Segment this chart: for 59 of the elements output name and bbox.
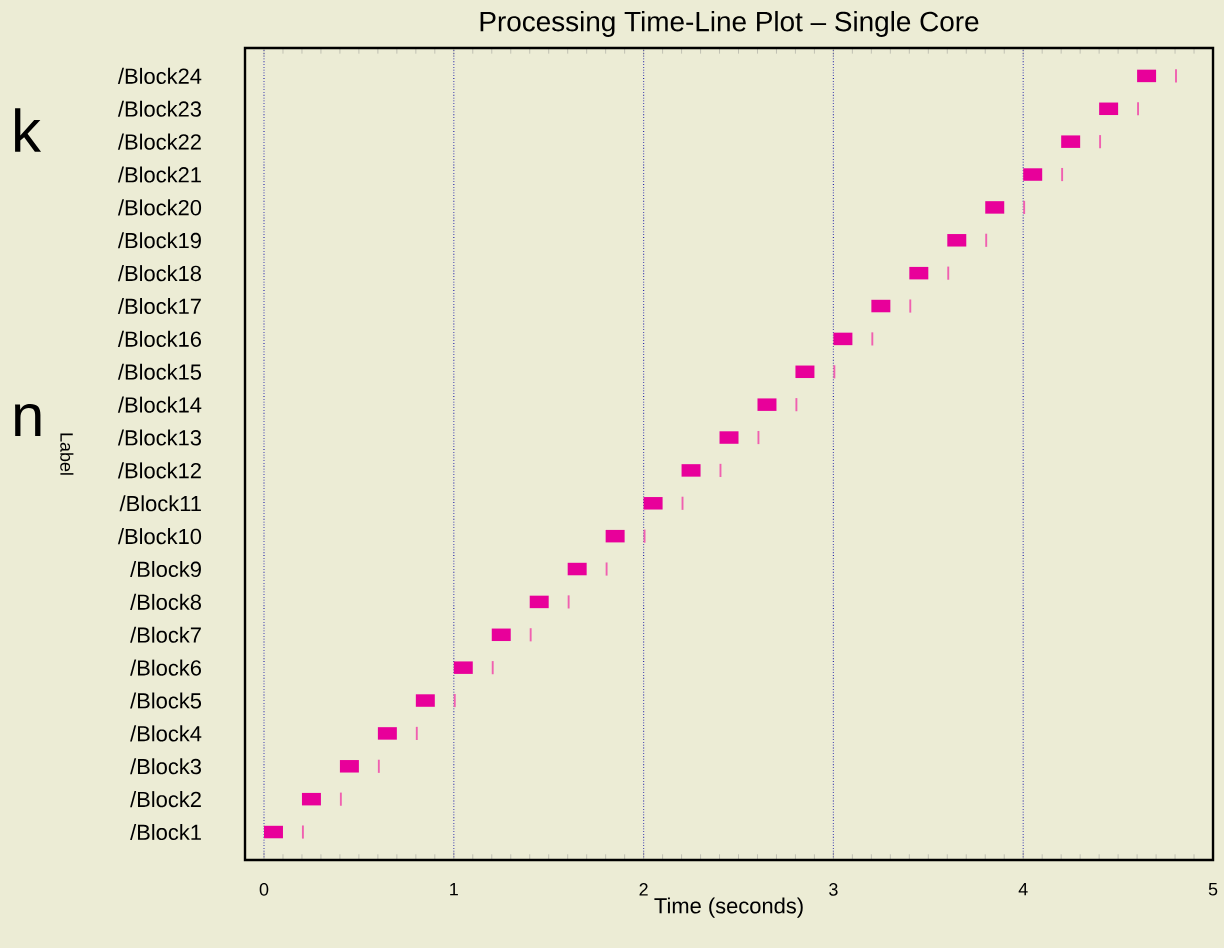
bar	[1061, 135, 1081, 148]
y-tick-label: /Block12	[117, 462, 201, 479]
text: k	[15, 108, 42, 152]
y-tick-label: /Block5	[130, 692, 202, 709]
y-tick-label: /Block6	[130, 659, 201, 676]
y-tick-label: /Block14	[117, 396, 202, 413]
y-tick-label: /Block4	[130, 725, 202, 742]
bar	[567, 562, 587, 576]
x-tick-label: 2	[639, 883, 648, 896]
text: n	[15, 403, 41, 437]
bar	[681, 464, 701, 477]
y-tick-label: /Block8	[130, 593, 201, 610]
bar	[453, 661, 473, 674]
bar	[833, 332, 853, 346]
y-tick-label: /Block17	[117, 298, 201, 315]
bar	[263, 825, 283, 839]
y-tick-label: /Block19	[117, 232, 201, 249]
bar	[643, 497, 663, 510]
y-tick-label: /Block2	[130, 791, 201, 808]
x-axis-title: Time (seconds)	[654, 897, 803, 918]
y-tick-label: /Block22	[117, 133, 201, 150]
y-tick-label: /Block3	[130, 758, 201, 775]
bar	[985, 201, 1005, 214]
bar	[795, 365, 815, 379]
y-axis-title: Label	[60, 433, 74, 475]
x-tick-label: 5	[1208, 883, 1218, 896]
y-tick-label: /Block13	[117, 429, 201, 446]
bar	[1023, 168, 1043, 181]
bar	[871, 299, 891, 313]
y-tick-label: /Block18	[117, 265, 201, 282]
x-tick-label: 1	[450, 883, 458, 896]
x-tick-label: 3	[829, 883, 838, 896]
y-tick-label: /Block20	[117, 199, 202, 216]
bar	[377, 727, 397, 740]
y-tick-label: /Block16	[117, 330, 201, 347]
y-tick-label: /Block21	[117, 166, 201, 183]
bar	[605, 529, 625, 543]
y-tick-label: /Block7	[130, 626, 201, 643]
y-tick-label: /Block11	[119, 495, 201, 512]
bar	[719, 431, 739, 444]
x-tick-label: 0	[259, 883, 269, 896]
x-tick-label: 4	[1018, 883, 1028, 896]
bar	[1099, 102, 1119, 116]
bar	[1137, 69, 1157, 83]
bar	[339, 760, 359, 773]
y-tick-label: /Block10	[117, 528, 202, 545]
y-tick-label: /Block15	[117, 363, 202, 380]
bar	[757, 398, 777, 411]
bar	[529, 595, 549, 609]
y-tick-label: /Block1	[130, 824, 201, 841]
y-tick-label: /Block9	[130, 561, 201, 578]
bar	[909, 266, 929, 280]
bar	[415, 694, 435, 707]
y-tick-label: /Block23	[117, 100, 201, 117]
y-tick-label: /Block24	[117, 67, 202, 84]
chart-title: Processing Time-Line Plot – Single Core	[480, 10, 979, 37]
bar	[947, 234, 967, 247]
bar	[491, 628, 511, 642]
bar	[301, 792, 321, 806]
